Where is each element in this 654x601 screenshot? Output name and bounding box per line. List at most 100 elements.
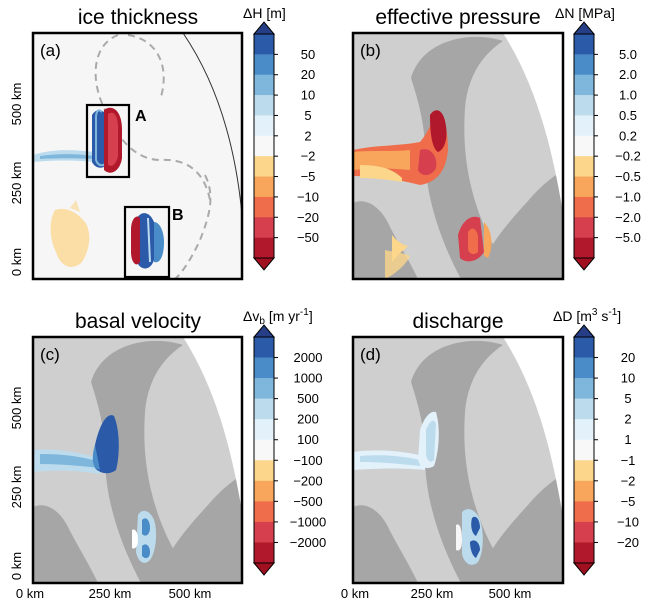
y-tick-label: 250 km	[9, 162, 24, 205]
colorbar-segment	[574, 196, 594, 218]
colorbar-segment	[574, 135, 594, 157]
colorbar-segment	[574, 357, 594, 379]
panel-a-label: (a)	[40, 41, 61, 60]
colorbar-tick-label: 10	[301, 88, 315, 103]
colorbar-tick-label: −5.0	[615, 230, 641, 245]
colorbar-segment	[254, 237, 274, 259]
colorbar-tick-label: −2.0	[615, 210, 641, 225]
colorbar-segment	[574, 398, 594, 420]
colorbar-tick-label: −2000	[290, 535, 327, 550]
colorbar-segment	[254, 398, 274, 420]
y-tick-label: 500 km	[9, 83, 24, 126]
colorbar-segment	[254, 439, 274, 461]
colorbar-tick-label: 5	[624, 391, 631, 406]
colorbar-segment	[254, 95, 274, 116]
colorbar-tick-label: 2000	[294, 350, 323, 365]
colorbar-tick-label: −5	[301, 169, 316, 184]
colorbar-b: 5.0 2.0 1.0 0.5 0.2 −0.2 −0.5 −1.0 −2.0 −5.0	[572, 21, 641, 271]
colorbar-segment	[254, 135, 274, 157]
colorbar-segment	[574, 115, 594, 137]
colorbar-tick-label: −1000	[290, 514, 327, 529]
x-axis-labels-right: 0 km 250 km 500 km	[341, 586, 531, 601]
colorbar-segment	[254, 176, 274, 198]
colorbar-segment	[574, 34, 594, 55]
colorbar-segment	[254, 217, 274, 238]
colorbar-tick-label: 0.5	[619, 108, 637, 123]
colorbar-segment	[574, 217, 594, 238]
colorbar-tick-label: −0.2	[615, 149, 641, 164]
colorbar-max-arrow	[572, 324, 596, 338]
colorbars: 50 20 10 5 2 −2 −5 −10 −20 −50 5.0 2.0 1.0 0.5 0.2 −0.2…	[252, 21, 641, 576]
y-tick-label: 0 km	[9, 552, 24, 580]
colorbar-tick-label: 2.0	[619, 67, 637, 82]
y-tick-label: 250 km	[9, 466, 24, 509]
x-tick-label: 250 km	[411, 586, 454, 601]
x-tick-label: 500 km	[169, 586, 212, 601]
colorbar-tick-label: −2	[301, 149, 316, 164]
colorbar-segment	[254, 196, 274, 218]
box-A-label: A	[135, 108, 147, 125]
colorbar-tick-label: 1.0	[619, 88, 637, 103]
colorbar-tick-label: 1	[624, 432, 631, 447]
panel-c-title: basal velocity	[75, 310, 202, 333]
colorbar-tick-label: 200	[297, 412, 319, 427]
colorbar-segment	[254, 501, 274, 523]
panel-b-label: (b)	[360, 41, 381, 60]
colorbar-tick-label: −1.0	[615, 189, 641, 204]
colorbar-tick-label: −5	[621, 494, 636, 509]
colorbar-tick-label: −500	[293, 494, 322, 509]
panel-a-title: ice thickness	[78, 6, 198, 29]
colorbar-tick-label: −10	[297, 189, 319, 204]
colorbar-segment	[574, 176, 594, 198]
colorbar-a-label: ΔH [m]	[243, 5, 286, 21]
colorbar-tick-label: −0.5	[615, 169, 641, 184]
colorbar-segment	[254, 54, 274, 76]
colorbar-tick-label: 500	[297, 391, 319, 406]
panel-a-map: A B (a)	[31, 31, 244, 281]
panel-c-label: (c)	[40, 345, 60, 364]
colorbar-segment	[574, 501, 594, 523]
colorbar-segment	[574, 419, 594, 441]
y-tick-label: 500 km	[9, 387, 24, 430]
colorbar-segment	[254, 115, 274, 137]
colorbar-tick-label: 2	[304, 128, 311, 143]
colorbar-tick-label: 1000	[294, 371, 323, 386]
colorbar-tick-label: 5.0	[619, 47, 637, 62]
colorbar-segment	[574, 54, 594, 76]
colorbar-tick-label: −20	[617, 535, 639, 550]
colorbar-min-arrow	[572, 562, 596, 576]
colorbar-segment	[254, 460, 274, 482]
colorbar-d-label: ΔD [m3 s-1]	[553, 307, 621, 324]
colorbar-segment	[574, 156, 594, 177]
colorbar-segment	[254, 378, 274, 399]
colorbar-frame	[573, 336, 595, 564]
colorbar-segment	[574, 439, 594, 461]
colorbar-min-arrow	[252, 562, 276, 576]
colorbar-tick-label: −2	[621, 473, 636, 488]
y-tick-label: 0 km	[9, 248, 24, 276]
colorbar-min-arrow	[572, 257, 596, 271]
colorbar-segment	[254, 337, 274, 358]
panel-d-label: (d)	[360, 345, 381, 364]
colorbar-c: 2000 1000 500 200 100 −100 −200 −500 −1000 −2000	[252, 324, 327, 576]
colorbar-segment	[574, 237, 594, 259]
panel-d-title: discharge	[412, 310, 503, 333]
x-tick-label: 0 km	[16, 586, 44, 601]
colorbar-tick-label: 0.2	[619, 128, 637, 143]
colorbar-tick-label: −1	[621, 453, 636, 468]
panel-b-map: (b)	[351, 31, 565, 281]
colorbar-segment	[574, 378, 594, 399]
colorbar-segment	[254, 419, 274, 441]
colorbar-max-arrow	[572, 21, 596, 35]
x-tick-label: 250 km	[89, 586, 132, 601]
colorbar-segment	[574, 521, 594, 543]
colorbar-tick-label: −10	[617, 514, 639, 529]
colorbar-frame	[253, 336, 275, 564]
x-tick-label: 0 km	[341, 586, 369, 601]
panel-b-title: effective pressure	[375, 6, 540, 29]
colorbar-a: 50 20 10 5 2 −2 −5 −10 −20 −50	[252, 21, 319, 271]
colorbar-segment	[254, 34, 274, 55]
colorbar-segment	[254, 521, 274, 543]
colorbar-tick-label: 10	[621, 371, 635, 386]
